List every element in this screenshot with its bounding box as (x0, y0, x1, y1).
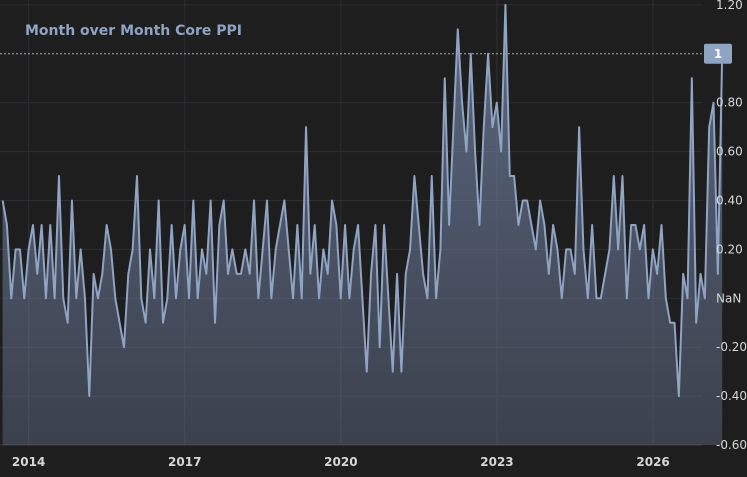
series-area-fill (2, 4, 723, 445)
y-tick-label: 1.20 (716, 0, 743, 12)
x-axis-tick-labels: 2014 2017 2020 2023 2026 (12, 455, 670, 469)
chart-title: Month over Month Core PPI (25, 23, 242, 39)
last-value-badge-label: 1 (714, 47, 722, 61)
y-tick-label: NaN (716, 291, 741, 305)
x-tick-label: 2026 (636, 455, 669, 469)
y-tick-label: 0.60 (716, 145, 743, 159)
x-tick-label: 2017 (168, 455, 201, 469)
y-tick-label: -0.20 (716, 340, 747, 354)
y-axis-tick-labels: 1.20 0.80 0.60 0.40 0.20 NaN -0.20 -0.40 -0.60 (716, 0, 747, 452)
x-tick-label: 2023 (480, 455, 513, 469)
y-tick-label: -0.40 (716, 389, 747, 403)
y-tick-label: 0.40 (716, 193, 743, 207)
y-tick-label: 0.80 (716, 96, 743, 110)
x-tick-label: 2014 (12, 455, 45, 469)
x-tick-label: 2020 (324, 455, 357, 469)
y-tick-label: 0.20 (716, 242, 743, 256)
last-value-badge-background (704, 43, 732, 64)
y-tick-label: -0.60 (716, 438, 747, 452)
last-value-badge: 1 (704, 43, 732, 64)
series-line (1, 3, 724, 398)
